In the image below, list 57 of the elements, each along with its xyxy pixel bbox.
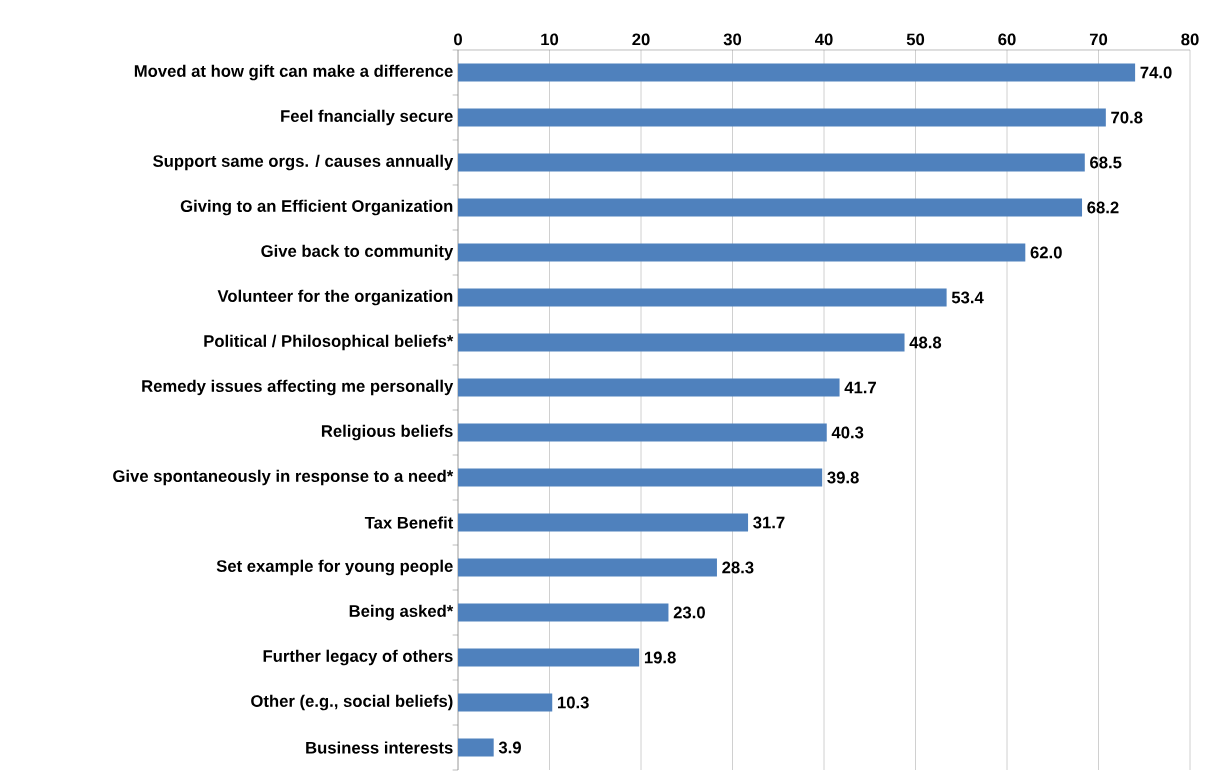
x-tick-label: 40 bbox=[814, 33, 833, 46]
x-tick-label: 50 bbox=[906, 33, 925, 46]
bar bbox=[458, 648, 640, 667]
bar bbox=[458, 198, 1083, 217]
x-tick-label: 10 bbox=[541, 33, 559, 46]
y-tick-label: Feel fnancially secure bbox=[281, 109, 453, 126]
y-tick-label: Further legacy of others bbox=[263, 649, 453, 666]
data-label: 31.7 bbox=[753, 516, 785, 529]
x-tick-label: 70 bbox=[1089, 33, 1108, 46]
y-tick-label: Giving to an Efficient Organization bbox=[180, 199, 453, 216]
y-tick-label: Being asked* bbox=[349, 604, 454, 621]
bar bbox=[458, 513, 749, 532]
y-tick-label: Religious beliefs bbox=[321, 424, 453, 441]
y-tick-label: Give spontaneously in response to a need* bbox=[113, 469, 454, 486]
bar bbox=[458, 423, 827, 442]
data-label: 19.8 bbox=[644, 651, 676, 664]
x-tick-label: 0 bbox=[454, 33, 462, 46]
data-label: 10.3 bbox=[558, 696, 589, 709]
data-label: 68.5 bbox=[1090, 156, 1122, 169]
x-tick-label: 80 bbox=[1181, 33, 1199, 46]
data-label: 3.9 bbox=[498, 741, 521, 754]
data-label: 23.0 bbox=[673, 606, 705, 619]
data-label: 28.3 bbox=[722, 561, 754, 574]
x-tick-label: 60 bbox=[998, 33, 1016, 46]
data-label: 62.0 bbox=[1030, 246, 1062, 259]
bar bbox=[458, 63, 1136, 82]
x-tick-label: 30 bbox=[723, 33, 742, 46]
bar bbox=[458, 108, 1106, 127]
bar bbox=[458, 693, 553, 712]
data-label: 70.8 bbox=[1111, 111, 1143, 124]
data-label: 53.4 bbox=[951, 291, 984, 304]
y-tick-label: Support same orgs. / causes annually bbox=[153, 154, 454, 171]
bar bbox=[458, 333, 905, 352]
y-tick-label: Political / Philosophical beliefs* bbox=[204, 334, 454, 351]
y-tick-label: Tax Benefit bbox=[364, 516, 454, 529]
y-tick-label: Remedy issues affecting me personally bbox=[142, 379, 454, 396]
bar bbox=[458, 603, 669, 622]
y-tick-label: Moved at how gift can make a difference bbox=[134, 64, 453, 81]
data-label: 68.2 bbox=[1087, 201, 1119, 214]
bar bbox=[458, 738, 494, 757]
x-tick-label: 20 bbox=[632, 33, 650, 46]
bar bbox=[458, 288, 947, 307]
bar bbox=[458, 153, 1085, 172]
data-label: 74.0 bbox=[1140, 66, 1172, 79]
bar bbox=[458, 378, 840, 397]
y-tick-label: Set example for young people bbox=[216, 559, 453, 576]
y-tick-label: Business interests bbox=[306, 741, 453, 754]
data-label: 40.3 bbox=[831, 426, 864, 439]
data-label: 41.7 bbox=[844, 381, 876, 394]
y-tick-label: Other (e.g., social beliefs) bbox=[251, 694, 453, 711]
bar bbox=[458, 558, 717, 577]
y-tick-label: Volunteer for the organization bbox=[217, 289, 453, 306]
bar bbox=[458, 243, 1026, 262]
y-tick-label: Give back to community bbox=[261, 244, 454, 261]
bar bbox=[458, 468, 823, 487]
data-label: 48.8 bbox=[909, 336, 942, 349]
data-label: 39.8 bbox=[827, 471, 859, 484]
